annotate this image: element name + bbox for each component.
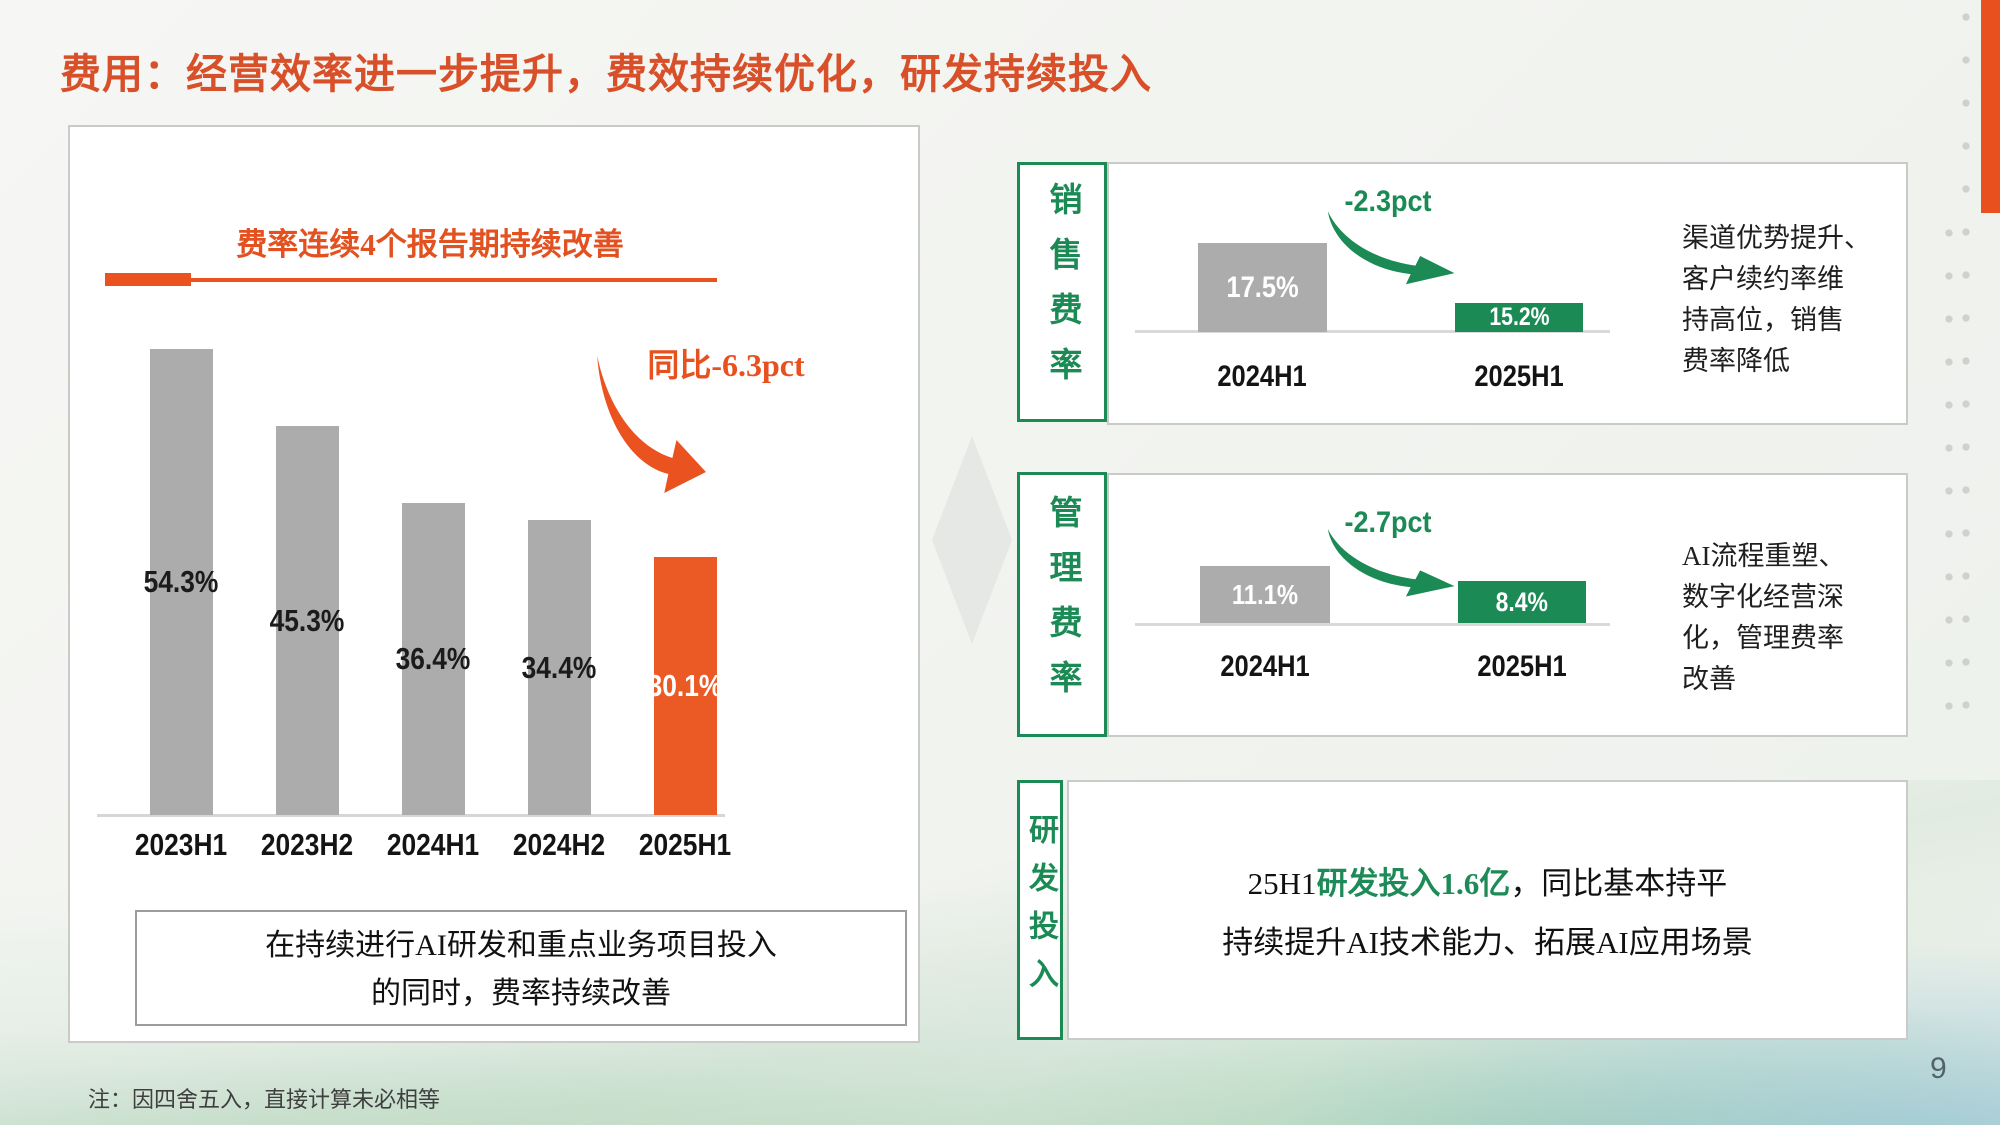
sales-change-annotation: -2.3pct [1344,185,1432,218]
bar: 34.4% [522,520,596,815]
rnd-card [1067,780,1908,1040]
bar: 30.1% [648,557,722,815]
sales-decline-arrow-icon [1327,211,1455,285]
x-axis-label: 2023H1 [134,827,228,862]
footnote: 注：因四舍五入，直接计算未必相等 [88,1087,441,1112]
sales-description: 渠道优势提升、 客户续约率维 持高位，销售 费率降低 [1682,223,1871,376]
mini-x-axis-label: 2025H1 [1474,360,1564,393]
rnd-line1-highlight: 研发投入1.6亿 [1316,866,1511,901]
mini-bar-value-label: 15.2% [1488,303,1550,331]
mini-bar: 17.5% [1198,243,1327,332]
mini-bar: 11.1% [1200,566,1330,623]
mini-bar: 15.2% [1455,303,1583,332]
mini-axis-line [1135,623,1610,626]
rnd-line2: 持续提升AI技术能力、拓展AI应用场景 [1222,925,1753,960]
bar: 54.3% [144,349,218,815]
mini-x-axis-label: 2025H1 [1477,650,1567,683]
mini-x-axis-label: 2024H1 [1217,360,1307,393]
x-axis-label: 2024H2 [512,827,606,862]
row-label-rnd: 研发投入 [1017,780,1063,1040]
x-axis-label: 2025H1 [638,827,732,862]
bar-value-label: 30.1% [647,668,723,703]
mini-bar: 8.4% [1458,581,1586,623]
connector-diamond [932,436,1012,644]
bar-value-label: 36.4% [395,641,471,676]
mini-x-axis-label: 2024H1 [1220,650,1310,683]
page-title: 费用：经营效率进一步提升，费效持续优化，研发持续投入 [60,51,1152,97]
mini-axis-line [1135,330,1610,333]
rnd-line1-suffix: ，同比基本持平 [1510,866,1728,901]
bar-value-label: 34.4% [521,649,597,685]
summary-note-line2: 的同时，费率持续改善 [371,977,671,1010]
corner-accent-bar [1981,0,2000,213]
mini-bar-value-label: 8.4% [1495,586,1549,617]
management-description: AI流程重塑、 数字化经营深 化，管理费率 改善 [1682,541,1846,694]
management-change-annotation: -2.7pct [1344,506,1432,539]
x-axis-label: 2023H2 [260,827,354,862]
rnd-line1: 25H1研发投入1.6亿，同比基本持平 [1248,858,1728,903]
page-number: 9 [1930,1052,1947,1085]
title-underline-accent [105,273,191,286]
row-label-rnd-text: 研发投入 [1024,814,1057,1006]
rnd-line1-prefix: 25H1 [1247,866,1317,901]
row-label-management-text: 管理费率 [1044,494,1080,715]
yoy-annotation: 同比-6.3pct [647,347,805,383]
expense-ratio-card: 费率连续4个报告期持续改善 同比-6.3pct 在持续进行AI研发和重点业务项目… [68,125,920,1043]
row-label-sales: 销售费率 [1017,162,1107,422]
dot-pattern [1944,228,1954,712]
x-axis-label: 2024H1 [386,827,480,862]
mini-bar-value-label: 11.1% [1231,578,1299,610]
bar: 36.4% [396,503,470,815]
decline-arrow-icon [597,356,706,493]
rnd-content: 25H1研发投入1.6亿，同比基本持平 持续提升AI技术能力、拓展AI应用场景 [1067,780,1908,1040]
mini-bar-value-label: 17.5% [1226,270,1299,304]
bar-value-label: 54.3% [143,564,219,599]
summary-note-line1: 在持续进行AI研发和重点业务项目投入 [265,929,777,962]
dot-pattern [1961,12,1971,712]
chart-title: 费率连续4个报告期持续改善 [236,227,624,262]
bar-value-label: 45.3% [269,602,345,638]
bar: 45.3% [270,426,344,815]
row-label-sales-text: 销售费率 [1044,182,1080,402]
summary-note-box: 在持续进行AI研发和重点业务项目投入 的同时，费率持续改善 [135,910,907,1026]
x-axis-line [97,814,725,817]
title-underline [105,278,717,282]
management-decline-arrow-icon [1327,528,1455,597]
row-label-management: 管理费率 [1017,472,1107,737]
